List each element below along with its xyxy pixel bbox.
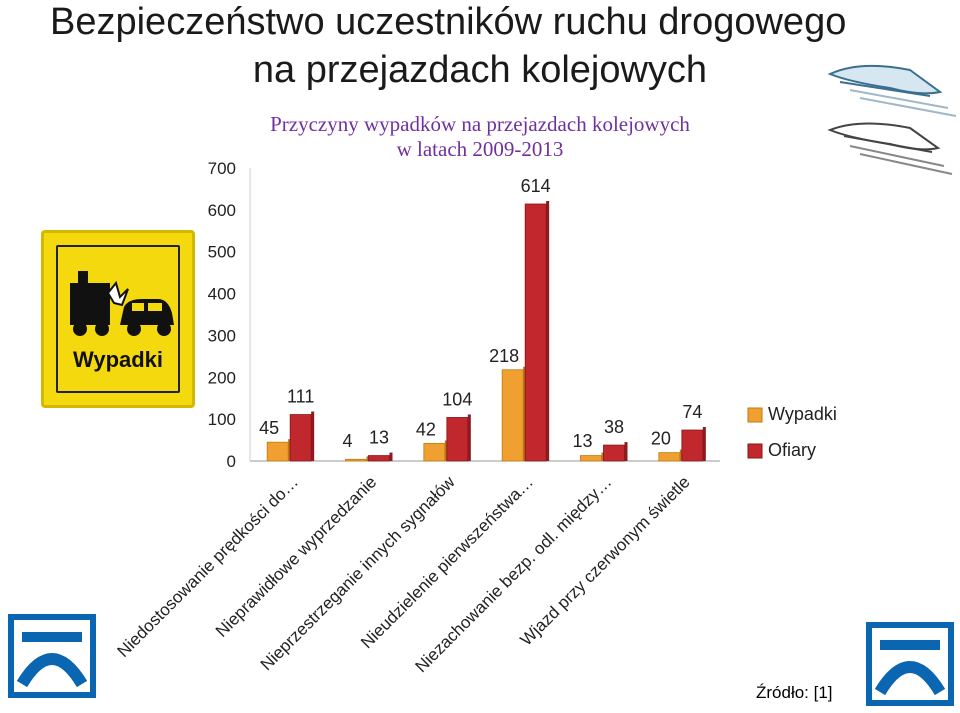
y-tick-label: 400 — [208, 285, 236, 304]
railway-logo-left — [8, 614, 96, 698]
bar-side — [467, 414, 471, 461]
data-label: 614 — [521, 176, 551, 196]
data-label: 104 — [442, 389, 472, 409]
y-axis: 0 100 200 300 400 500 600 700 — [208, 159, 720, 471]
railway-logo-icon — [14, 620, 90, 692]
data-label: 218 — [489, 346, 519, 366]
sign-frame: Wypadki — [56, 245, 180, 393]
bar-ofiary — [524, 203, 547, 462]
bar-wypadki — [345, 458, 367, 462]
train-icons — [827, 64, 957, 175]
data-label: 74 — [682, 402, 702, 422]
category-label: Nieprawidłowe wyprzedzanie — [212, 472, 380, 640]
railway-logo-right — [866, 622, 954, 706]
y-tick-label: 300 — [208, 326, 236, 345]
bar-side — [679, 449, 683, 461]
bar-side — [546, 200, 550, 462]
bar-side — [523, 366, 527, 461]
bar-side — [311, 411, 315, 461]
data-label: 20 — [651, 429, 671, 449]
y-tick-label: 600 — [208, 201, 236, 220]
data-label: 13 — [572, 431, 592, 451]
y-tick-label: 700 — [208, 159, 236, 178]
train-icon-top — [827, 64, 957, 117]
bar-ofiary — [289, 414, 312, 462]
category-labels: Niedostosowanie prędkości do…Nieprawidło… — [113, 472, 693, 676]
data-label: 45 — [259, 418, 279, 438]
train-icon-bottom — [827, 122, 953, 175]
bar-ofiary — [446, 417, 469, 462]
chart-title-line-1: Przyczyny wypadków na przejazdach kolejo… — [270, 112, 690, 136]
y-tick-label: 100 — [208, 410, 236, 429]
slide-title-line-1: Bezpieczeństwo uczestników ruchu drogowe… — [50, 1, 847, 43]
source-note: Źródło: [1] — [756, 683, 833, 702]
category-label: Wjazd przy czerwonym świetle — [517, 472, 694, 649]
bar-side — [288, 439, 292, 461]
bars — [266, 200, 706, 462]
bar-side — [366, 456, 370, 461]
chart-title: Przyczyny wypadków na przejazdach kolejo… — [200, 112, 760, 162]
bar-wypadki — [580, 455, 602, 462]
data-label: 4 — [342, 431, 352, 451]
crash-illustration — [70, 271, 174, 336]
data-label: 38 — [604, 417, 624, 437]
bar-wypadki — [658, 452, 681, 462]
bar-wypadki — [423, 443, 446, 462]
bar-ofiary — [681, 429, 704, 462]
legend-swatch-ofiary — [747, 443, 763, 459]
data-label: 13 — [369, 428, 389, 448]
bar-side — [702, 427, 706, 461]
data-label: 42 — [416, 419, 436, 439]
bar-side — [601, 452, 605, 461]
bar-wypadki — [266, 441, 289, 462]
bar-side — [389, 452, 393, 461]
bar-side — [444, 440, 448, 461]
y-tick-label: 500 — [208, 243, 236, 262]
y-tick-label: 200 — [208, 368, 236, 387]
chart-title-line-2: w latach 2009-2013 — [396, 137, 564, 161]
slide-title-line-2: na przejazdach kolejowych — [252, 49, 708, 91]
bar-side — [624, 442, 628, 461]
bar-wypadki — [501, 369, 524, 462]
y-tick-label: 0 — [227, 452, 236, 471]
legend-swatch-wypadki — [747, 407, 763, 423]
sign-label: Wypadki — [72, 347, 164, 372]
legend-label-wypadki: Wypadki — [768, 404, 837, 424]
accident-sign-icon: Wypadki — [41, 230, 195, 408]
railway-logo-icon — [872, 628, 948, 700]
data-labels: 45 111 4 13 42 104 218 614 13 38 20 74 — [259, 176, 702, 451]
bar-ofiary — [603, 444, 625, 462]
legend-label-ofiary: Ofiary — [768, 440, 816, 460]
legend: Wypadki Ofiary — [747, 404, 837, 460]
data-label: 111 — [287, 387, 314, 407]
category-label: Nieudzielenie pierwszeństwa… — [357, 472, 537, 652]
bar-ofiary — [368, 455, 390, 462]
